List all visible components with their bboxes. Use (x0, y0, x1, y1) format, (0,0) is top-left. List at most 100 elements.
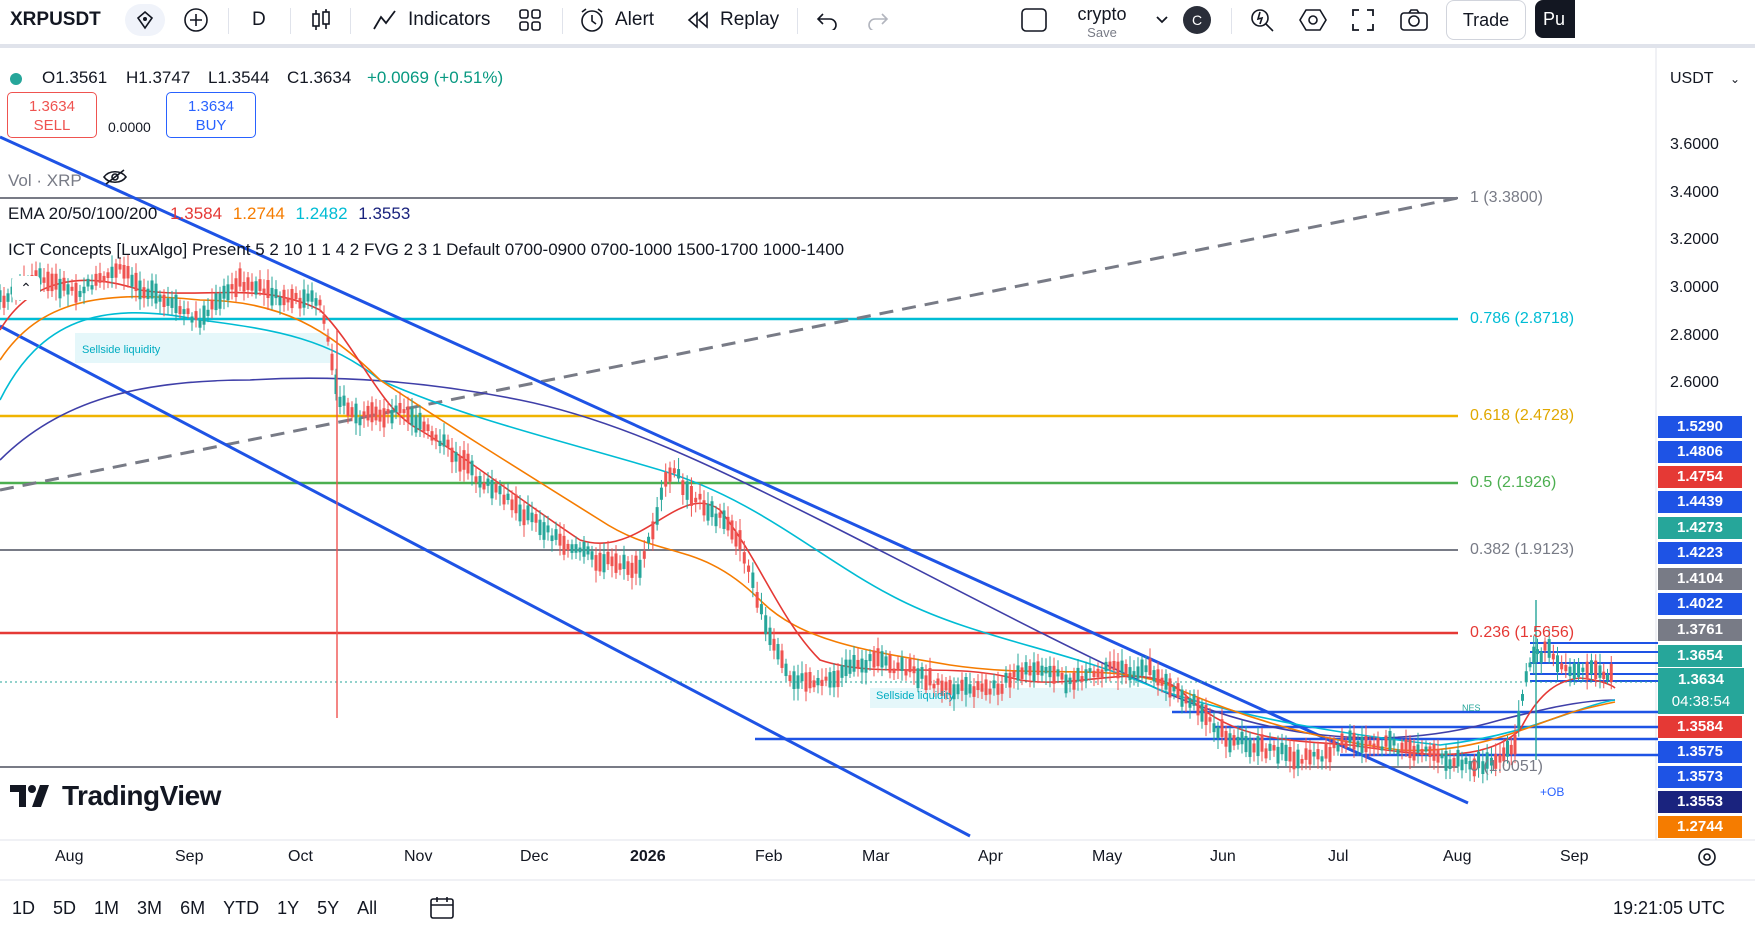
replay-button[interactable]: Replay (686, 0, 779, 40)
layout-name[interactable]: crypto Save (1062, 4, 1142, 40)
range-button-all[interactable]: All (357, 897, 378, 918)
time-axis-label: May (1092, 848, 1123, 865)
trade-button[interactable]: Trade (1446, 0, 1526, 40)
candle-body (66, 284, 70, 295)
candles-icon[interactable] (310, 0, 332, 40)
candle-body (566, 543, 570, 550)
range-button-6m[interactable]: 6M (180, 897, 206, 918)
eye-off-icon[interactable] (102, 169, 128, 190)
candle-body (1556, 655, 1559, 673)
avatar[interactable]: C (1183, 6, 1211, 34)
candle-body (1460, 759, 1464, 771)
candle-body (190, 316, 194, 323)
range-button-1m[interactable]: 1M (94, 897, 120, 918)
candle-body (1056, 669, 1060, 677)
channel-lower-line[interactable] (0, 324, 971, 838)
range-button-1d[interactable]: 1D (12, 897, 36, 918)
undo-icon[interactable] (815, 0, 839, 40)
candle-body (274, 289, 278, 299)
ema20-line (0, 279, 1616, 756)
candle-body (738, 530, 742, 550)
quick-search-icon[interactable] (1249, 0, 1275, 40)
camera-icon[interactable] (1399, 0, 1429, 40)
candle-body (78, 290, 82, 297)
settings-icon[interactable] (1299, 0, 1327, 40)
legend-change: +0.0069 (+0.51%) (367, 68, 504, 87)
candle-body (792, 671, 796, 689)
candle-body (526, 505, 530, 521)
clock-timezone[interactable]: 19:21:05 UTC (1613, 897, 1726, 918)
candle-body (1008, 672, 1012, 688)
buy-button[interactable]: 1.3634 BUY (166, 92, 256, 138)
publish-button[interactable]: Pu (1535, 0, 1575, 38)
compare-icon[interactable] (183, 0, 209, 40)
indicators-button[interactable]: Indicators (372, 0, 490, 40)
date-range-calendar-icon[interactable] (428, 885, 456, 931)
legend-open: O1.3561 (42, 68, 108, 87)
candle-body (1356, 741, 1360, 748)
candle-body (1292, 751, 1296, 770)
candle-body (1176, 683, 1180, 698)
candle-body (106, 272, 110, 279)
axis-settings-icon[interactable] (1696, 846, 1718, 873)
candle-body (1428, 746, 1432, 757)
range-button-5y[interactable]: 5Y (317, 897, 340, 918)
fib-label-0236: 0.236 (1.5656) (1470, 624, 1575, 641)
candle-body (1024, 662, 1028, 675)
candle-body (366, 405, 370, 421)
candle-body (1172, 686, 1176, 692)
volume-indicator-label[interactable]: Vol · XRP (8, 168, 128, 191)
candles-group[interactable] (0, 254, 1613, 784)
candle-body (614, 553, 618, 573)
candle-body (1336, 744, 1340, 752)
alert-button[interactable]: Alert (578, 0, 654, 40)
templates-icon[interactable] (518, 0, 542, 40)
candle-body (1477, 751, 1481, 769)
add-symbol-icon[interactable] (125, 4, 165, 36)
candle-body (824, 676, 828, 681)
candle-body (90, 285, 94, 290)
candle-body (1032, 662, 1036, 682)
candle-body (1128, 667, 1132, 681)
collapse-legend-chevron-up-icon[interactable]: ⌃ (12, 276, 40, 300)
candle-body (1320, 756, 1324, 762)
ema-indicator-legend[interactable]: EMA 20/50/100/200 1.3584 1.2744 1.2482 1… (8, 204, 410, 224)
fullscreen-icon[interactable] (1351, 0, 1375, 40)
candle-body (1240, 731, 1244, 745)
candle-body (622, 554, 626, 570)
chevron-down-icon[interactable] (1154, 0, 1170, 40)
candle-body (742, 552, 746, 564)
candle-body (868, 654, 872, 662)
candle-body (780, 650, 784, 668)
ict-indicator-legend[interactable]: ICT Concepts [LuxAlgo] Present 5 2 10 1 … (8, 240, 845, 259)
candle-body (1216, 726, 1220, 739)
dashed-trend-line[interactable] (0, 196, 1459, 492)
candle-body (964, 677, 968, 695)
sell-button[interactable]: 1.3634 SELL (7, 92, 97, 138)
candle-body (1092, 670, 1096, 678)
candle-body (952, 684, 956, 700)
candle-body (386, 409, 390, 414)
candle-body (1132, 671, 1136, 678)
candle-body (1539, 651, 1543, 663)
symbol-search[interactable]: XRPUSDT (10, 9, 101, 30)
candle-body (362, 411, 366, 417)
sell-label: SELL (33, 117, 71, 134)
tradingview-logo[interactable]: TradingView (10, 780, 221, 812)
range-button-3m[interactable]: 3M (137, 897, 163, 918)
candle-body (410, 408, 414, 426)
range-button-5d[interactable]: 5D (53, 897, 77, 918)
interval-selector[interactable]: D (252, 9, 266, 30)
price-label: 1.4439 (1658, 491, 1742, 513)
range-button-ytd[interactable]: YTD (223, 897, 260, 918)
range-button-1y[interactable]: 1Y (277, 897, 300, 918)
candle-body (226, 284, 230, 301)
currency-selector[interactable]: USDT ⌄ (1662, 64, 1748, 94)
channel-upper-line[interactable] (0, 135, 1469, 805)
tradingview-logo-icon (10, 785, 49, 807)
candle-body (1252, 743, 1256, 753)
candle-body (294, 292, 298, 300)
redo-icon[interactable] (866, 0, 890, 40)
layout-square-icon[interactable] (1020, 0, 1048, 40)
